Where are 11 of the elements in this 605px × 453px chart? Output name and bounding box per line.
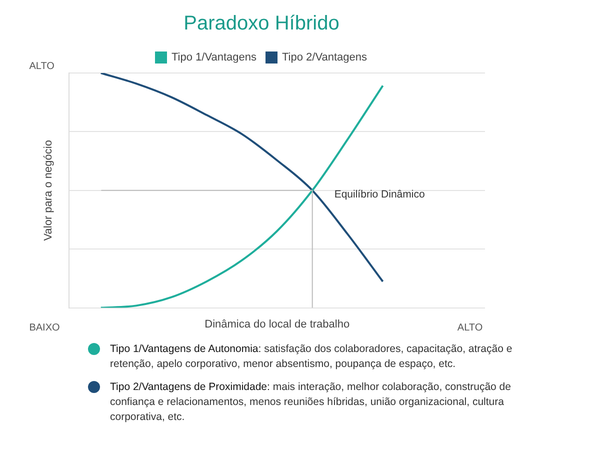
chart-title: Paradoxo Híbrido xyxy=(184,12,340,35)
legend-label: Tipo 2/Vantagens xyxy=(282,52,368,64)
text: Tipo 2/Vantagens de Proximidade: mais interação, melhor colaboração, construção de confiança e relacionamentos, menos reuniões híbridas, união organizacional, cultura corporativa, etc. xyxy=(109,380,512,425)
y-axis-title: Valor para o negócio xyxy=(42,140,55,241)
text: BAIXO xyxy=(29,322,60,334)
ref-line-label: Equilíbrio Dinâmico xyxy=(334,188,425,200)
text: ALTO xyxy=(29,60,55,72)
text: Tipo 1/Vantagens de Autonomia: satisfação dos colaboradores, capacitação, atração e retenção, apelo corporativo, menor absentismo, poupança de espaço, etc. xyxy=(109,342,514,372)
legend-label: Tipo 1/Vantagens xyxy=(171,52,257,64)
text: ALTO xyxy=(457,322,483,334)
x-axis-title: Dinâmica do local de trabalho xyxy=(204,318,350,330)
